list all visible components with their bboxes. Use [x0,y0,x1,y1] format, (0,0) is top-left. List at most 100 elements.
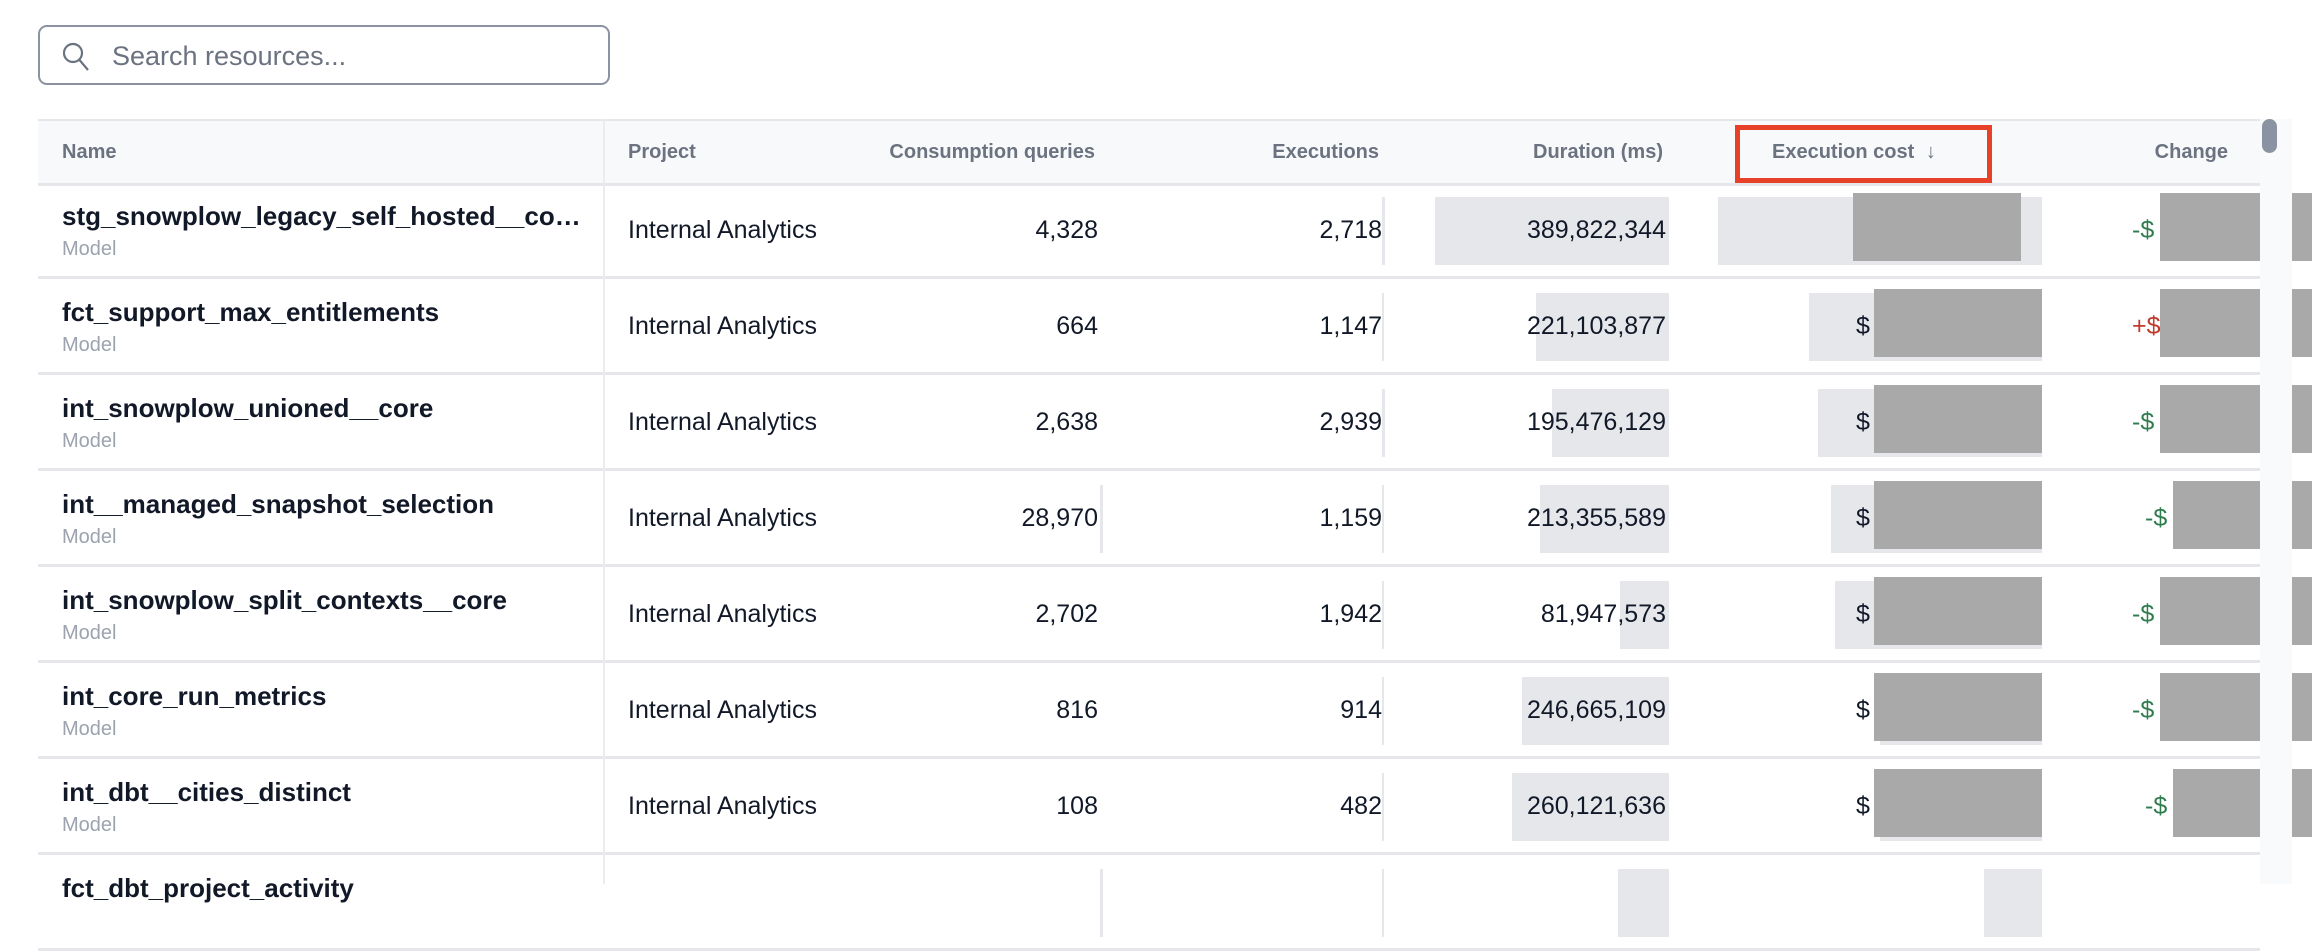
column-divider [603,119,605,884]
duration-bar [1540,485,1669,553]
redacted-cost [1874,673,2042,741]
project-name: Internal Analytics [628,600,817,628]
search-icon [62,42,89,71]
consumption-queries-value: 816 [1056,696,1098,724]
table-row[interactable]: fct_support_max_entitlements Model Interna… [38,279,2312,375]
executions-bar [1382,869,1384,937]
resource-type: Model [62,718,117,740]
project-name: Internal Analytics [628,792,817,820]
executions-value: 2,939 [1319,408,1382,436]
executions-bar [1382,581,1385,649]
duration-bar [1535,293,1669,361]
project-name: Internal Analytics [628,408,817,436]
table-row[interactable]: int_dbt__cities_distinct Model Internal An… [38,759,2312,855]
executions-value: 2,718 [1319,216,1382,244]
duration-bar [1521,677,1669,745]
table-row[interactable]: int__managed_snapshot_selection Model Inte… [38,471,2312,567]
executions-bar [1382,389,1385,457]
duration-bar [1435,197,1669,265]
search-box[interactable] [38,25,610,85]
resource-type: Model [62,238,117,260]
resource-name[interactable]: int_snowplow_split_contexts__core [62,585,508,615]
scrollbar-track[interactable] [2260,119,2292,884]
consumption-queries-value: 4,328 [1035,216,1098,244]
duration-value: 81,947,573 [1540,600,1666,628]
scrollbar-thumb[interactable] [2262,119,2277,153]
resource-name[interactable]: int__managed_snapshot_selection [62,489,495,519]
project-name: Internal Analytics [628,312,817,340]
table-row[interactable]: int_snowplow_unioned__core Model Internal … [38,375,2312,471]
project-name: Internal Analytics [628,216,817,244]
duration-value: 246,665,109 [1526,696,1666,724]
column-header-name[interactable]: Name [62,141,117,163]
sort-descending-icon: ↓ [1925,141,1936,163]
consumption-queries-value: 108 [1056,792,1098,820]
cost-currency: $ [1856,408,1870,436]
duration-bar [1512,773,1669,841]
search-input[interactable] [110,35,594,77]
resource-type: Model [62,334,117,356]
cost-currency: $ [1856,504,1870,532]
executions-bar [1382,773,1384,841]
column-header-execution-cost[interactable]: Execution cost ↓ [1772,141,1936,164]
table-row[interactable]: fct_dbt_project_activity [38,855,2260,951]
cost-bar [1983,869,2042,937]
redacted-cost [1874,289,2042,357]
executions-bar [1382,197,1385,265]
resource-type: Model [62,430,117,452]
executions-value: 914 [1340,696,1382,724]
duration-bar [1619,581,1669,649]
table-header: Name Project Consumption queries Executi… [38,119,2260,186]
column-header-label: Execution cost [1772,141,1915,163]
resource-type: Model [62,814,117,836]
redacted-cost [1874,769,2042,837]
change-prefix: -$ [2132,216,2155,244]
resource-type: Model [62,622,117,644]
resource-name[interactable]: fct_dbt_project_activity [62,873,354,903]
consumption-queries-value: 664 [1056,312,1098,340]
change-prefix: +$ [2132,312,2161,340]
column-header-executions[interactable]: Executions [1272,141,1379,163]
column-header-consumption-queries[interactable]: Consumption queries [889,141,1095,163]
duration-bar [1552,389,1669,457]
change-prefix: -$ [2132,408,2155,436]
duration-value: 213,355,589 [1526,504,1666,532]
resource-name[interactable]: int_core_run_metrics [62,681,327,711]
resource-name[interactable]: fct_support_max_entitlements [62,297,440,327]
cost-currency: $ [1856,312,1870,340]
cost-currency: $ [1856,600,1870,628]
resource-name[interactable]: int_snowplow_unioned__core [62,393,434,423]
table-row[interactable]: stg_snowplow_legacy_self_hosted__cor... M… [38,183,2312,279]
resource-name[interactable]: int_dbt__cities_distinct [62,777,351,807]
executions-bar [1382,485,1385,553]
consumption-queries-value: 2,638 [1035,408,1098,436]
executions-value: 482 [1340,792,1382,820]
executions-bar [1382,293,1385,361]
executions-value: 1,942 [1319,600,1382,628]
resource-type: Model [62,526,117,548]
column-header-project[interactable]: Project [628,141,696,163]
consumption-queries-value: 28,970 [1021,504,1098,532]
cost-currency: $ [1856,696,1870,724]
duration-value: 260,121,636 [1526,792,1666,820]
consumption-queries-value: 2,702 [1035,600,1098,628]
duration-bar [1617,869,1669,937]
redacted-cost [1874,385,2042,453]
resources-table: Name Project Consumption queries Executi… [38,119,2312,951]
column-header-duration[interactable]: Duration (ms) [1533,141,1663,163]
consumption-bar [1100,485,1103,553]
redacted-cost [1874,577,2042,645]
table-row[interactable]: int_snowplow_split_contexts__core Model In… [38,567,2312,663]
sort-highlight-box [1735,125,1992,183]
change-prefix: -$ [2145,504,2168,532]
executions-value: 1,147 [1319,312,1382,340]
change-prefix: -$ [2132,600,2155,628]
project-name: Internal Analytics [628,696,817,724]
table-row[interactable]: int_core_run_metrics Model Internal Analyt… [38,663,2312,759]
redacted-cost [1874,481,2042,549]
resource-name[interactable]: stg_snowplow_legacy_self_hosted__cor... [62,201,582,231]
column-header-change[interactable]: Change [2154,141,2228,163]
executions-bar [1382,677,1384,745]
change-prefix: -$ [2132,696,2155,724]
executions-value: 1,159 [1319,504,1382,532]
